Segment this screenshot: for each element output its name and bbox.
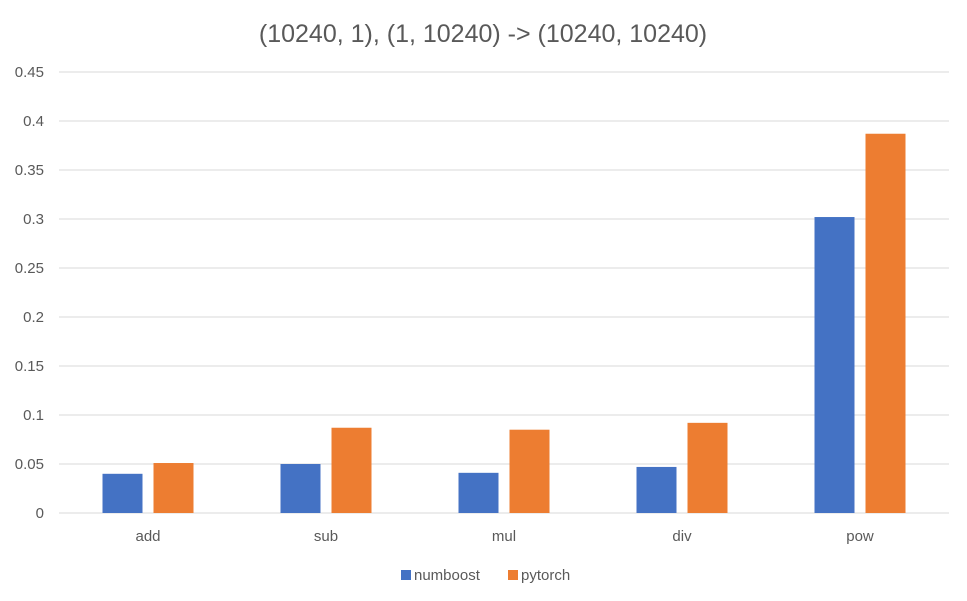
legend: numboost pytorch (401, 567, 570, 584)
bars (102, 133, 906, 514)
bar-pytorch-add (153, 463, 194, 513)
x-tick-label: pow (846, 528, 874, 545)
y-tick-label: 0.05 (15, 456, 44, 473)
bar-pytorch-mul (509, 429, 550, 513)
y-tick-label: 0.45 (15, 64, 44, 81)
bar-numboost-mul (458, 472, 499, 513)
x-tick-label: add (135, 528, 160, 545)
y-tick-label: 0 (36, 505, 44, 522)
y-tick-label: 0.4 (23, 113, 44, 130)
x-tick-label: mul (492, 528, 516, 545)
chart-title: (10240, 1), (1, 10240) -> (10240, 10240) (259, 20, 707, 48)
x-axis-ticks: add sub mul div pow (135, 528, 873, 545)
bar-numboost-add (102, 473, 143, 513)
bar-numboost-div (636, 466, 677, 513)
gridlines (59, 71, 949, 514)
legend-label-numboost: numboost (414, 567, 481, 584)
y-tick-label: 0.3 (23, 211, 44, 228)
y-axis-ticks: 0 0.05 0.1 0.15 0.2 0.25 0.3 0.35 0.4 0.45 (15, 64, 44, 522)
x-tick-label: div (672, 528, 692, 545)
legend-swatch-pytorch (508, 570, 518, 580)
y-tick-label: 0.15 (15, 358, 44, 375)
x-tick-label: sub (314, 528, 338, 545)
bar-pytorch-div (687, 422, 728, 513)
y-tick-label: 0.1 (23, 407, 44, 424)
bar-pytorch-sub (331, 427, 372, 513)
legend-label-pytorch: pytorch (521, 567, 570, 584)
legend-swatch-numboost (401, 570, 411, 580)
bar-numboost-pow (814, 217, 855, 514)
y-tick-label: 0.25 (15, 260, 44, 277)
y-tick-label: 0.35 (15, 162, 44, 179)
bar-numboost-sub (280, 464, 321, 513)
y-tick-label: 0.2 (23, 309, 44, 326)
bar-pytorch-pow (865, 133, 906, 514)
